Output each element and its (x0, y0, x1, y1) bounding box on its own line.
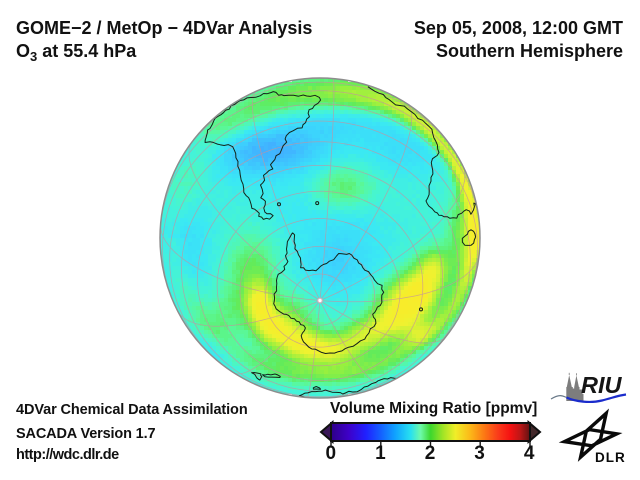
svg-text:DLR: DLR (595, 450, 626, 465)
svg-text:RIU: RIU (581, 372, 623, 398)
